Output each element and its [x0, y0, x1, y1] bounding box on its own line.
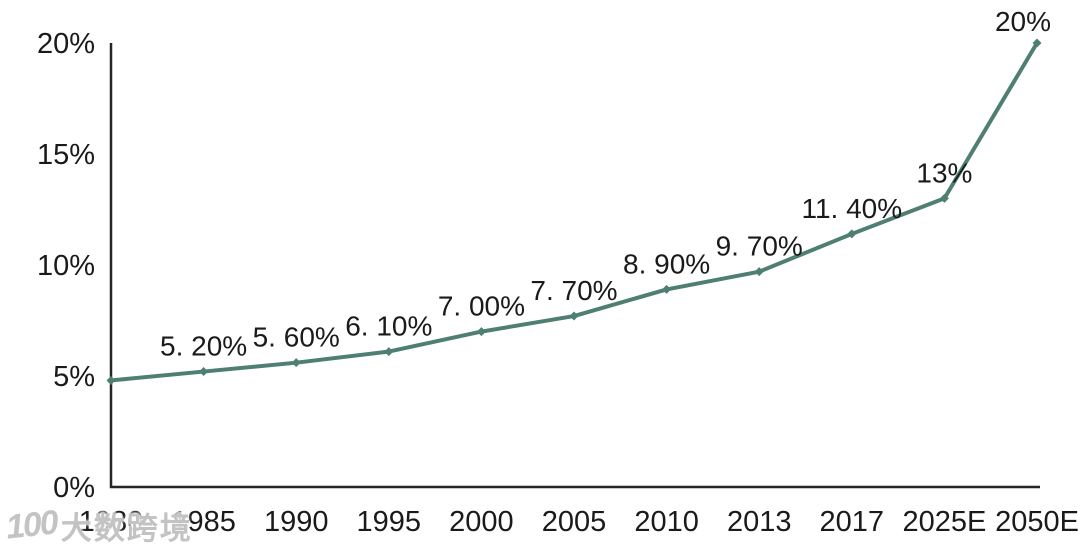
x-axis-tick-label: 2000: [449, 506, 514, 538]
x-axis-tick-label: 1995: [357, 506, 422, 538]
axis-lines: [109, 43, 1040, 489]
data-point-label: 6. 10%: [345, 311, 432, 342]
data-point-marker: [847, 229, 857, 239]
data-point-label: 20%: [995, 6, 1051, 37]
data-point-marker: [939, 193, 949, 203]
data-point-marker: [662, 284, 672, 294]
y-axis-tick-label: 0%: [53, 472, 95, 504]
data-point-label: 9. 70%: [716, 231, 803, 262]
data-point-marker: [291, 358, 301, 368]
x-axis-tick-label: 2050E: [995, 506, 1079, 538]
data-point-label: 13%: [916, 157, 972, 188]
y-axis-tick-label: 10%: [37, 250, 95, 282]
data-point-label: 11. 40%: [801, 193, 902, 224]
data-point-label: 5. 20%: [160, 331, 247, 362]
x-axis-tick-label: 1990: [264, 506, 329, 538]
x-axis-tick-label: 2005: [542, 506, 607, 538]
data-point-marker: [1032, 38, 1042, 48]
x-axis-tick-label: 1985: [171, 506, 236, 538]
data-point-marker: [754, 267, 764, 277]
data-point-marker: [476, 327, 486, 337]
data-point-marker: [569, 311, 579, 321]
y-axis-tick-label: 5%: [53, 361, 95, 393]
x-axis-tick-label: 1980: [79, 506, 144, 538]
data-point-marker: [199, 367, 209, 377]
x-axis-tick-label: 2017: [820, 506, 885, 538]
data-point-marker: [106, 375, 116, 385]
data-point-label: 7. 70%: [530, 275, 617, 306]
x-axis-tick-label: 2025E: [902, 506, 986, 538]
y-axis-tick-label: 15%: [37, 139, 95, 171]
data-point-label: 7. 00%: [438, 291, 525, 322]
data-point-label: 5. 60%: [253, 322, 340, 353]
data-point-marker: [384, 347, 394, 357]
data-point-label: 8. 90%: [623, 248, 710, 279]
x-axis-tick-label: 2010: [634, 506, 699, 538]
x-axis-tick-label: 2013: [727, 506, 792, 538]
y-axis-tick-label: 20%: [37, 28, 95, 60]
